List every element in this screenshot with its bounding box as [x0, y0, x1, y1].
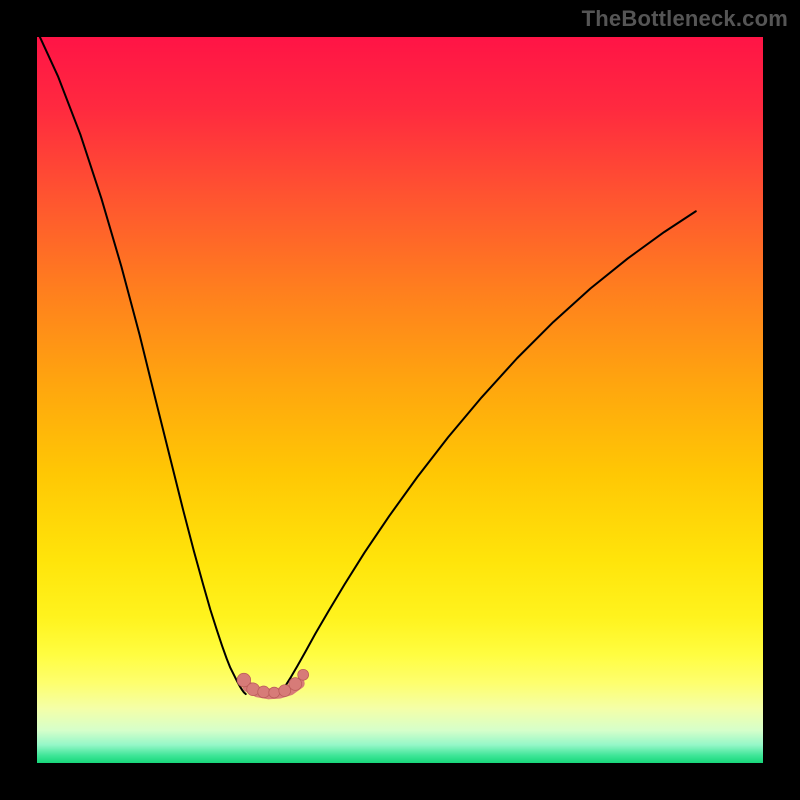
- data-marker: [289, 678, 302, 691]
- curve-overlay: [37, 37, 763, 763]
- chart-canvas: TheBottleneck.com: [0, 0, 800, 800]
- data-marker: [298, 669, 309, 680]
- data-marker: [247, 683, 260, 696]
- watermark-label: TheBottleneck.com: [582, 6, 788, 32]
- data-marker: [279, 685, 291, 697]
- data-marker: [269, 687, 280, 698]
- plot-area: [37, 37, 763, 763]
- data-marker: [258, 686, 270, 698]
